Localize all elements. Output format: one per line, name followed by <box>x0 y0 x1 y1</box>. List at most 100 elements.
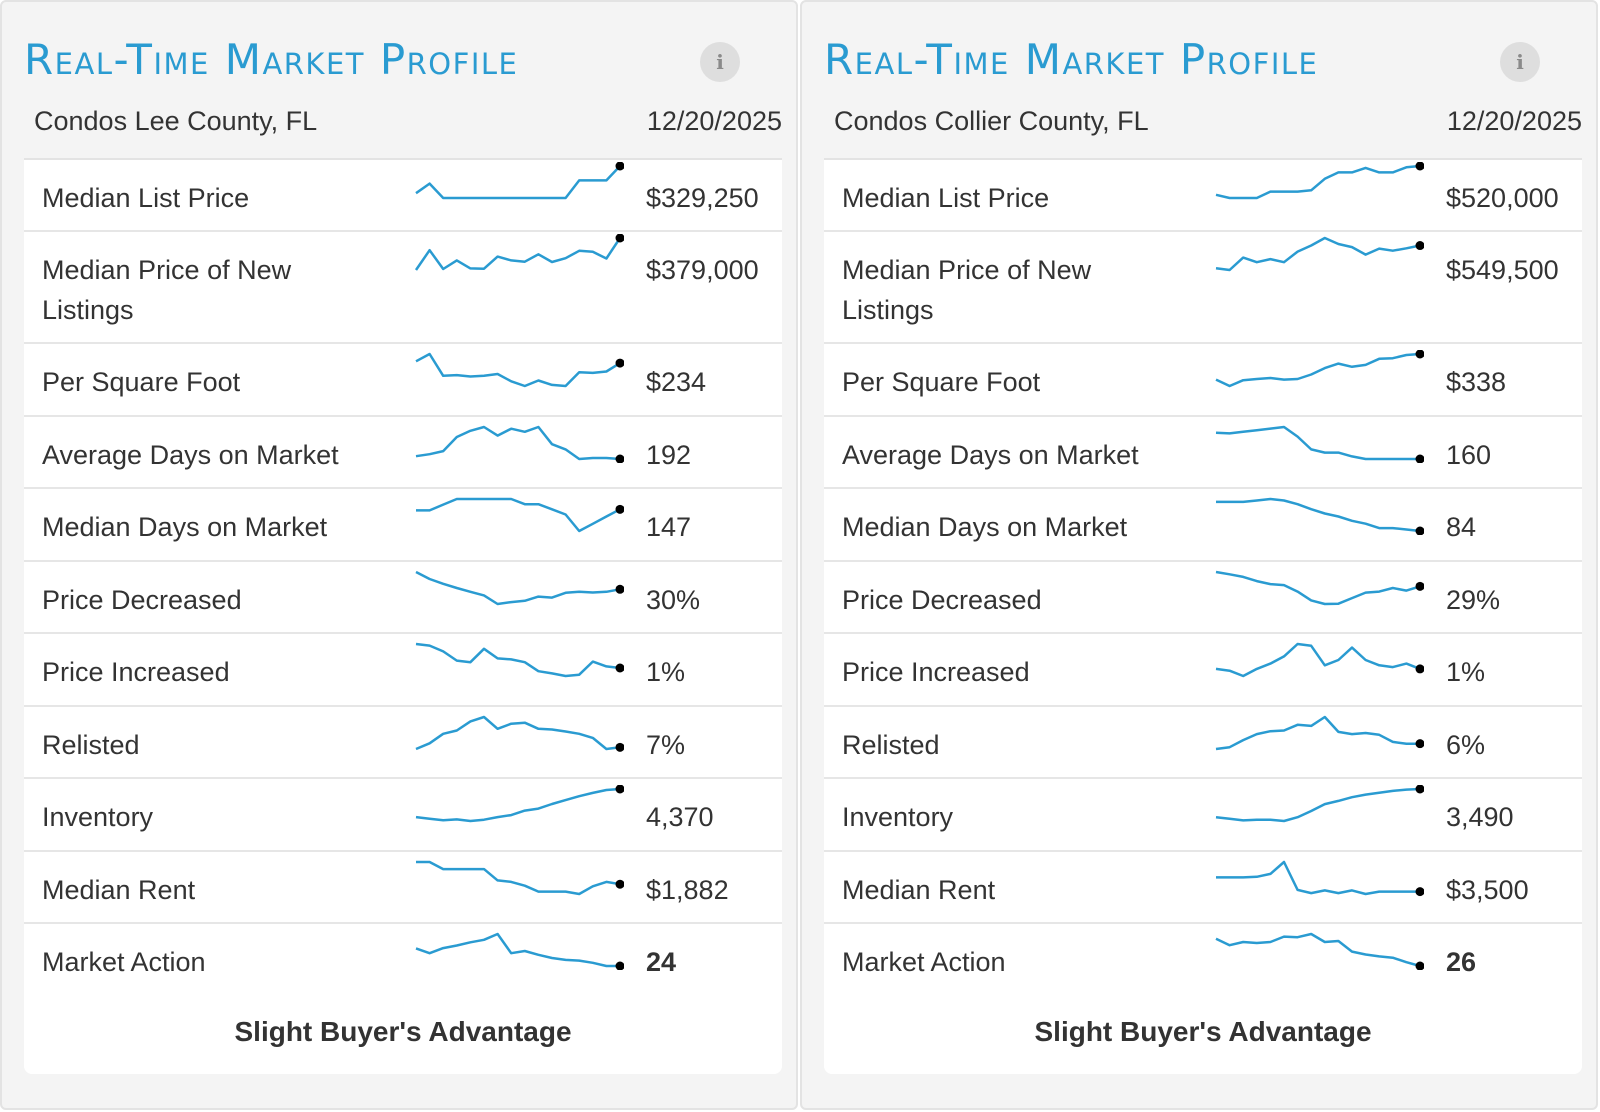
metric-label: Per Square Foot <box>42 367 241 397</box>
trend-sparkline <box>415 715 624 752</box>
metric-label: Per Square Foot <box>842 367 1041 397</box>
sparkline-endpoint <box>1415 350 1424 359</box>
trend-sparkline <box>415 352 624 388</box>
metric-value: 3,490 <box>1446 802 1514 832</box>
info-icon[interactable]: i <box>1500 42 1540 82</box>
metric-value: 30% <box>646 585 701 615</box>
trend-sparkline <box>1215 642 1424 678</box>
sparkline-path <box>1215 164 1421 200</box>
trend-sparkline <box>1215 785 1424 823</box>
metric-row-per-square-foot: Per Square Foot $338 <box>824 344 1582 417</box>
metric-value: 147 <box>646 512 692 542</box>
metric-value: 1% <box>646 657 686 687</box>
profile-subheader: Condos Lee County, FL 12/20/2025 <box>24 102 782 160</box>
sparkline-path <box>1216 860 1420 896</box>
info-icon[interactable]: i <box>700 42 740 82</box>
metric-label: Price Decreased <box>42 585 242 615</box>
sparkline-endpoint <box>615 504 624 514</box>
metric-label: Market Action <box>842 947 1006 977</box>
sparkline-endpoint <box>615 785 624 794</box>
sparkline-endpoint <box>615 454 624 463</box>
metric-value: 4,370 <box>646 802 714 832</box>
trend-sparkline <box>414 234 624 271</box>
sparkline-path <box>1216 497 1421 533</box>
metric-value: 1% <box>1446 657 1486 687</box>
metric-label: Median Price of New Listings <box>42 255 292 325</box>
trend-sparkline <box>416 497 624 533</box>
sparkline-endpoint <box>1415 581 1424 591</box>
metric-label: Average Days on Market <box>42 440 339 470</box>
metric-label: Market Action <box>42 947 206 977</box>
metric-row-relisted: Relisted 7% <box>24 707 782 779</box>
sparkline-endpoint <box>615 358 624 368</box>
sparkline-endpoint <box>615 162 624 171</box>
metric-value: $234 <box>646 367 707 397</box>
sparkline-endpoint <box>615 879 624 889</box>
metric-value: 26 <box>1446 947 1477 977</box>
metric-label: Inventory <box>42 802 154 832</box>
metric-label: Average Days on Market <box>842 440 1139 470</box>
metrics-card: Median List Price $520,000 Median Price of… <box>824 160 1582 1074</box>
metric-row-inventory: Inventory 3,490 <box>824 779 1582 852</box>
market-profile-panel-collier: Real-Time Market Profile i Condos Collier … <box>800 0 1598 1110</box>
metric-row-price-increased: Price Increased 1% <box>824 634 1582 707</box>
metric-label: Median Days on Market <box>42 512 328 542</box>
metric-row-price-decreased: Price Decreased 30% <box>24 562 782 634</box>
sparkline-endpoint <box>615 584 624 594</box>
sparkline-endpoint <box>615 742 624 752</box>
trend-sparkline <box>415 162 624 200</box>
sparkline-path <box>415 642 621 678</box>
market-verdict: Slight Buyer's Advantage <box>234 1016 572 1047</box>
metric-label: Median List Price <box>42 183 250 213</box>
sparkline-path <box>415 570 621 606</box>
metric-label: Price Increased <box>42 657 230 687</box>
market-profile-panel-lee: Real-Time Market Profile i Condos Lee Coun… <box>0 0 798 1110</box>
panel-title: Real-Time Market Profile <box>824 35 1319 84</box>
metrics-card: Median List Price $329,250 Median Price of… <box>24 160 782 1074</box>
sparkline-path <box>415 425 621 461</box>
metric-label: Inventory <box>842 802 954 832</box>
metric-value: $338 <box>1446 367 1507 397</box>
metric-row-median-list-price: Median List Price $329,250 <box>24 160 782 232</box>
sparkline-endpoint <box>615 663 624 673</box>
region-label: Condos Collier County, FL <box>834 106 1149 136</box>
sparkline-path <box>415 715 621 751</box>
metric-row-price-increased: Price Increased 1% <box>24 634 782 707</box>
trend-sparkline <box>1215 236 1424 272</box>
trend-sparkline <box>1216 860 1424 897</box>
trend-sparkline <box>416 860 624 896</box>
region-label: Condos Lee County, FL <box>34 106 318 136</box>
metric-label: Price Increased <box>842 657 1030 687</box>
metric-label: Relisted <box>842 730 940 760</box>
sparkline-path <box>415 787 621 823</box>
sparkline-path <box>1215 642 1421 678</box>
metric-value: 6% <box>1446 730 1486 760</box>
metric-value: $329,250 <box>646 183 759 213</box>
metric-value: $549,500 <box>1446 255 1559 285</box>
metric-value: 84 <box>1446 512 1477 542</box>
metric-row-average-days-on-market: Average Days on Market 192 <box>24 417 782 489</box>
metric-value: $379,000 <box>646 255 759 285</box>
metric-row-median-rent: Median Rent $1,882 <box>24 852 782 924</box>
trend-sparkline <box>415 570 624 606</box>
sparkline-endpoint <box>1415 454 1424 463</box>
trend-sparkline <box>415 932 624 970</box>
sparkline-path <box>415 352 621 388</box>
profile-subheader: Condos Collier County, FL 12/20/2025 <box>824 102 1582 160</box>
sparkline-endpoint <box>1415 739 1424 749</box>
sparkline-endpoint <box>615 234 624 243</box>
sparkline-endpoint <box>1415 887 1424 897</box>
trend-sparkline <box>1216 497 1424 535</box>
metric-value: $1,882 <box>646 875 729 905</box>
metric-label: Price Decreased <box>842 585 1042 615</box>
sparkline-endpoint <box>1415 162 1424 171</box>
trend-sparkline <box>1215 162 1424 200</box>
sparkline-path <box>1215 932 1421 968</box>
metric-label: Median Rent <box>842 875 996 905</box>
metric-row-market-action: Market Action 26 <box>824 924 1582 996</box>
metric-value: 160 <box>1446 440 1492 470</box>
panel-title: Real-Time Market Profile <box>24 35 519 84</box>
metric-row-median-days-on-market: Median Days on Market 84 <box>824 489 1582 562</box>
sparkline-path <box>414 237 622 271</box>
report-date: 12/20/2025 <box>1446 106 1582 136</box>
